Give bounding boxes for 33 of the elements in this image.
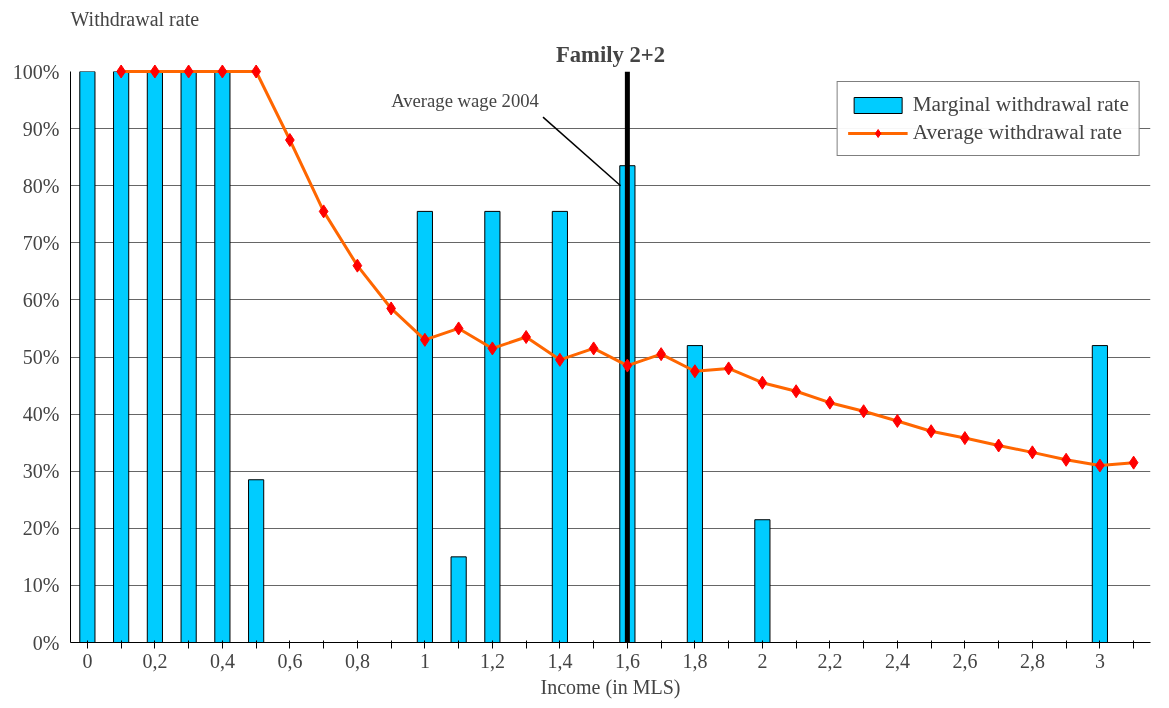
x-tick-label: 0 (82, 649, 93, 672)
legend-label: Average withdrawal rate (912, 120, 1122, 145)
x-tick-label: 1 (419, 649, 430, 672)
y-tick-label: 30% (22, 460, 60, 483)
x-tick-label: 2,2 (817, 649, 843, 672)
x-tick-label: 3 (1094, 649, 1105, 672)
y-tick-label: 70% (22, 231, 60, 254)
legend-label: Marginal withdrawal rate (912, 92, 1129, 117)
x-tick-label: 0,2 (142, 649, 168, 672)
x-tick-label: 2,6 (952, 649, 978, 672)
y-tick-label: 10% (22, 574, 60, 597)
y-tick-label: 60% (22, 288, 60, 311)
ref-line-label: Average wage 2004 (391, 90, 540, 112)
x-tick-label: 0,4 (209, 649, 235, 672)
x-tick-label: 0,6 (277, 649, 303, 672)
y-axis-title: Withdrawal rate (70, 7, 200, 30)
x-tick-label: 1,6 (614, 649, 640, 672)
y-tick-label: 50% (22, 346, 60, 368)
y-tick-label: 0% (32, 631, 60, 654)
y-tick-label: 20% (22, 517, 60, 540)
x-tick-label: 1,2 (479, 649, 505, 672)
x-tick-label: 2,4 (884, 649, 910, 672)
y-tick-label: 90% (22, 117, 60, 140)
x-axis-title: Income (in MLS) (540, 675, 681, 699)
x-tick-label: 2,8 (1019, 649, 1045, 672)
chart-title: Family 2+2 (555, 41, 666, 67)
x-tick-label: 2 (757, 649, 768, 672)
x-tick-label: 0,8 (344, 649, 370, 672)
x-tick-label: 1,8 (682, 649, 708, 672)
y-tick-label: 100% (12, 60, 60, 83)
x-tick-label: 1,4 (547, 649, 573, 672)
y-tick-label: 40% (22, 403, 60, 426)
y-tick-label: 80% (22, 174, 60, 197)
